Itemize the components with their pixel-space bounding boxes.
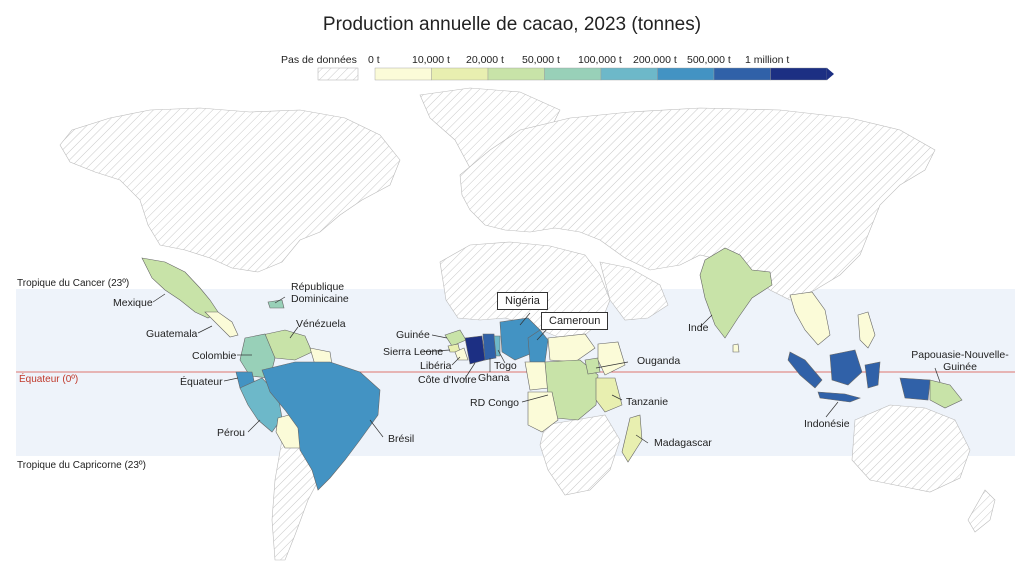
legend-swatch-5 xyxy=(657,67,715,81)
country-guatemala xyxy=(204,311,239,338)
label-bresil: Brésil xyxy=(388,433,415,445)
label-madagascar: Madagascar xyxy=(654,437,712,449)
arabia-shape xyxy=(599,261,669,321)
country-cameroon xyxy=(527,329,549,363)
legend xyxy=(317,67,834,81)
legend-no-data-swatch xyxy=(317,67,359,81)
southern-africa-shape xyxy=(539,414,621,496)
country-india xyxy=(699,247,773,339)
label-indonesie: Indonésie xyxy=(804,418,850,430)
label-equateur: Équateur xyxy=(180,376,223,388)
label-cote-ivoire: Côte d'Ivoire xyxy=(418,374,477,386)
legend-tick-3: 50,000 t xyxy=(522,54,560,66)
label-colombie: Colombie xyxy=(192,350,237,362)
country-angola xyxy=(527,391,559,433)
legend-swatch-3 xyxy=(544,67,602,81)
label-nigeria: Nigéria xyxy=(497,292,548,310)
label-tanzanie: Tanzanie xyxy=(626,396,669,408)
leader-lines xyxy=(152,293,941,444)
legend-swatch-1 xyxy=(431,67,489,81)
country-tanzania xyxy=(595,377,623,413)
legend-tick-5: 200,000 t xyxy=(633,54,677,66)
legend-color-bar xyxy=(374,67,834,81)
legend-tick-2: 20,000 t xyxy=(466,54,504,66)
label-mexique: Mexique xyxy=(113,297,153,309)
country-madagascar xyxy=(621,414,643,463)
country-indonesia-sulawesi xyxy=(864,361,881,389)
legend-tick-6: 500,000 t xyxy=(687,54,731,66)
australia-shape xyxy=(851,404,971,493)
country-sri-lanka xyxy=(732,343,740,353)
legend-swatch-0 xyxy=(374,67,432,81)
country-indonesia-borneo xyxy=(829,349,863,386)
label-guinee: Guinée xyxy=(396,329,430,341)
legend-swatch-6 xyxy=(713,67,771,81)
country-indonesia-sumatra xyxy=(787,351,823,389)
label-papouasie-nouvelle-guinee: Papouasie-Nouvelle-Guinée xyxy=(911,349,1009,373)
country-indonesia-java xyxy=(817,391,861,403)
label-sierra-leone: Sierra Leone xyxy=(383,346,444,358)
legend-arrow xyxy=(827,68,834,80)
label-liberia: Libéria xyxy=(420,360,452,372)
producers xyxy=(141,247,963,491)
new-zealand-shape xyxy=(967,489,996,533)
label-perou: Pérou xyxy=(217,427,246,439)
legend-swatch-7 xyxy=(770,67,828,81)
country-dominican-republic xyxy=(267,299,285,309)
label-cameroun: Cameroun xyxy=(541,312,609,330)
label-inde: Inde xyxy=(688,322,709,334)
label-togo: Togo xyxy=(494,360,517,372)
legend-tick-0: 0 t xyxy=(368,54,380,66)
legend-swatch-4 xyxy=(600,67,658,81)
label-rd-congo: RD Congo xyxy=(470,397,520,409)
label-republique-dominicaine: République Dominicaine xyxy=(291,281,349,305)
country-philippines xyxy=(857,311,876,349)
legend-tick-1: 10,000 t xyxy=(412,54,450,66)
country-indonesia-papua xyxy=(899,377,931,401)
no-data-land xyxy=(59,87,996,561)
country-brazil xyxy=(261,361,381,491)
north-america-shape xyxy=(59,107,401,273)
legend-swatch-2 xyxy=(487,67,545,81)
label-guatemala: Guatemala xyxy=(146,328,198,340)
map-title: Production annuelle de cacao, 2023 (tonn… xyxy=(322,14,702,35)
country-uganda xyxy=(584,357,601,375)
country-liberia xyxy=(454,347,469,361)
equator-label: Équateur (0º) xyxy=(19,374,79,385)
legend-no-data-label: Pas de données xyxy=(281,54,357,66)
country-central-africa xyxy=(547,333,596,363)
label-venezuela: Vénézuela xyxy=(296,318,346,330)
legend-tick-7: 1 million t xyxy=(745,54,790,66)
country-png xyxy=(929,379,963,409)
country-east-africa xyxy=(597,341,626,376)
tropic-cancer-label: Tropique du Cancer (23º) xyxy=(17,278,130,289)
legend-tick-4: 100,000 t xyxy=(578,54,622,66)
label-ouganda: Ouganda xyxy=(637,355,681,367)
country-southeast-asia xyxy=(789,291,831,346)
country-ghana xyxy=(482,333,497,361)
label-ghana: Ghana xyxy=(478,372,510,384)
tropic-capricorn-label: Tropique du Capricorne (23º) xyxy=(17,460,146,471)
